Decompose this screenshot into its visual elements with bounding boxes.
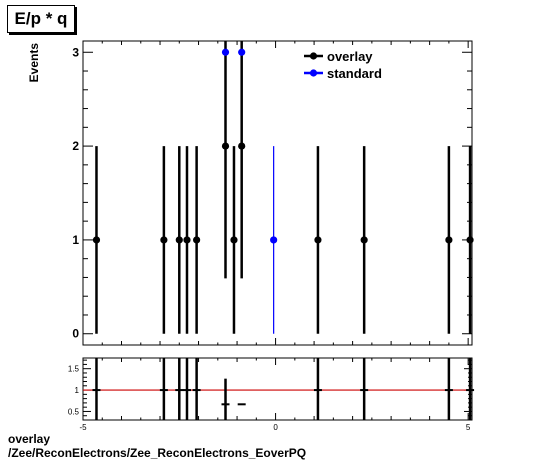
data-point — [183, 236, 191, 244]
ratio-plot-marks — [92, 358, 475, 420]
data-point — [238, 48, 246, 56]
footer-line-2: /Zee/ReconElectrons/Zee_ReconElectrons_E… — [8, 446, 307, 460]
ratio-y-tick-label: 1.5 — [68, 365, 80, 374]
main-plot-area: 0 1 2 3 Events — [27, 40, 473, 346]
legend-entry: standard — [327, 66, 382, 81]
data-point — [230, 236, 238, 244]
data-point — [270, 236, 278, 244]
chart-title: E/p * q — [7, 5, 75, 33]
data-point — [221, 142, 230, 150]
data-point — [193, 236, 201, 244]
legend-marker — [309, 69, 318, 77]
main-plot-frame — [82, 40, 473, 346]
y-tick-label: 3 — [72, 45, 79, 59]
data-point — [466, 236, 474, 244]
x-tick-label: 5 — [466, 423, 471, 432]
footer-line-1: overlay — [8, 432, 51, 446]
ratio-plot-frame — [82, 357, 473, 421]
data-point — [175, 236, 183, 244]
legend: overlay standard — [304, 49, 382, 81]
ratio-plot-area: -5 0 5 0.5 1 1.5 — [68, 357, 473, 432]
x-tick-label: 0 — [273, 423, 278, 432]
ratio-y-tick-label: 1 — [75, 386, 80, 395]
data-point — [92, 236, 101, 244]
y-tick-label: 0 — [72, 327, 79, 341]
ratio-y-tick-label: 0.5 — [68, 407, 80, 416]
legend-marker — [309, 52, 318, 60]
data-point — [445, 236, 453, 244]
y-tick-label: 1 — [72, 233, 79, 247]
y-tick-label: 2 — [72, 139, 79, 153]
data-point — [238, 142, 246, 150]
legend-entry: overlay — [327, 49, 373, 64]
x-tick-label: -5 — [79, 423, 87, 432]
data-point — [314, 236, 322, 244]
main-plot-marks — [92, 41, 474, 334]
y-axis-label: Events — [27, 43, 41, 83]
data-point — [360, 236, 368, 244]
data-point — [160, 236, 168, 244]
data-point — [221, 48, 230, 56]
footer-path: overlay /Zee/ReconElectrons/Zee_ReconEle… — [8, 432, 306, 460]
